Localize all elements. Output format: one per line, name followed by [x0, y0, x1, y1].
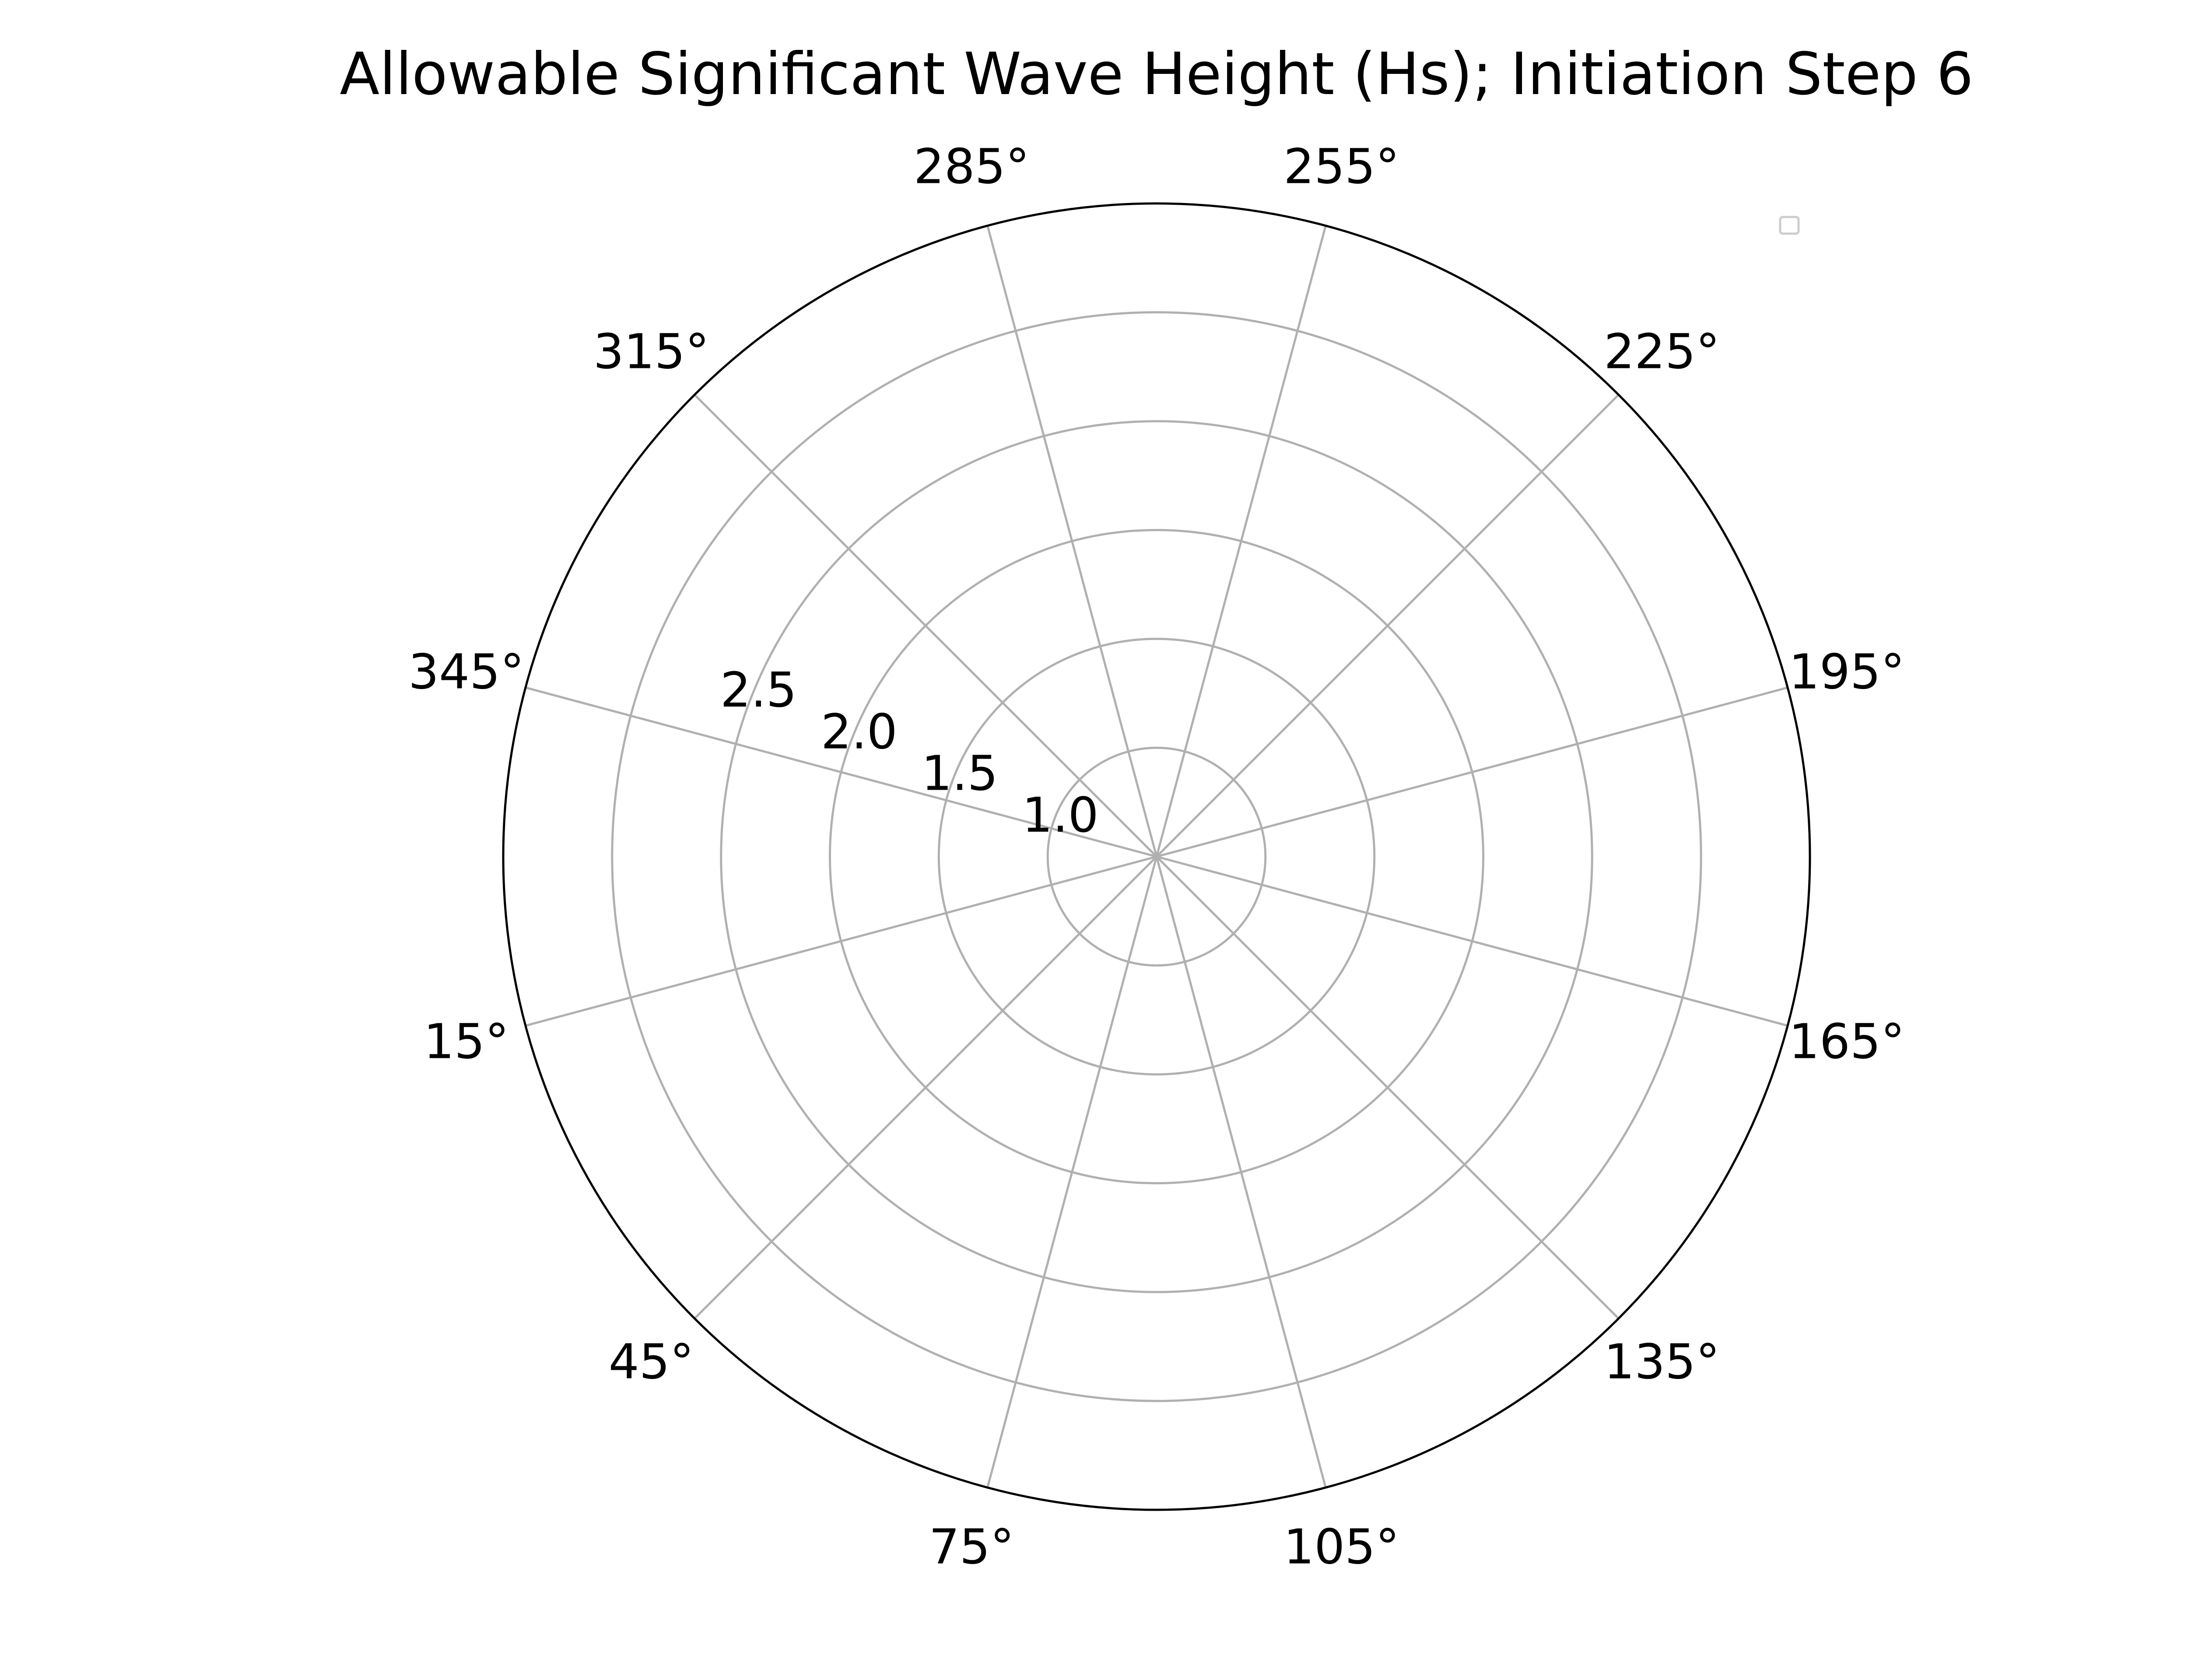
angular-tick-label-195: 195° — [1789, 644, 1905, 700]
radial-tick-label-1-5: 1.5 — [922, 746, 998, 802]
angular-tick-label-165: 165° — [1789, 1014, 1905, 1070]
chart-title: Allowable Significant Wave Height (Hs); … — [340, 41, 1973, 108]
radial-gridline-1 — [1046, 746, 1267, 967]
angular-tick-label-225: 225° — [1604, 323, 1720, 379]
angular-tick-label-255: 255° — [1283, 139, 1399, 195]
radial-gridline-1-5 — [937, 637, 1376, 1076]
grid-layer — [525, 225, 1788, 1488]
angular-tick-label-315: 315° — [593, 323, 709, 379]
angular-tick-label-135: 135° — [1604, 1334, 1720, 1390]
radial-gridline-2 — [829, 529, 1484, 1184]
tick-labels: 15° 45° 75° 105° 135° 165° 195° 225° 255° 285° 315… — [408, 139, 1905, 1575]
angular-tick-label-75: 75° — [929, 1519, 1014, 1575]
radial-gridline-3 — [611, 311, 1702, 1402]
angular-tick-label-105: 105° — [1283, 1519, 1399, 1575]
radial-tick-label-2: 2.0 — [821, 704, 898, 760]
radial-tick-label-1: 1.0 — [1022, 787, 1099, 843]
angular-tick-label-285: 285° — [914, 139, 1030, 195]
angular-tick-label-45: 45° — [609, 1334, 694, 1390]
radial-tick-label-2-5: 2.5 — [720, 662, 797, 718]
radial-gridline-2-5 — [720, 420, 1593, 1293]
legend-box — [1779, 216, 1800, 235]
angular-tick-label-15: 15° — [424, 1014, 509, 1070]
angular-tick-label-345: 345° — [408, 644, 524, 700]
polar-spine — [502, 202, 1811, 1511]
